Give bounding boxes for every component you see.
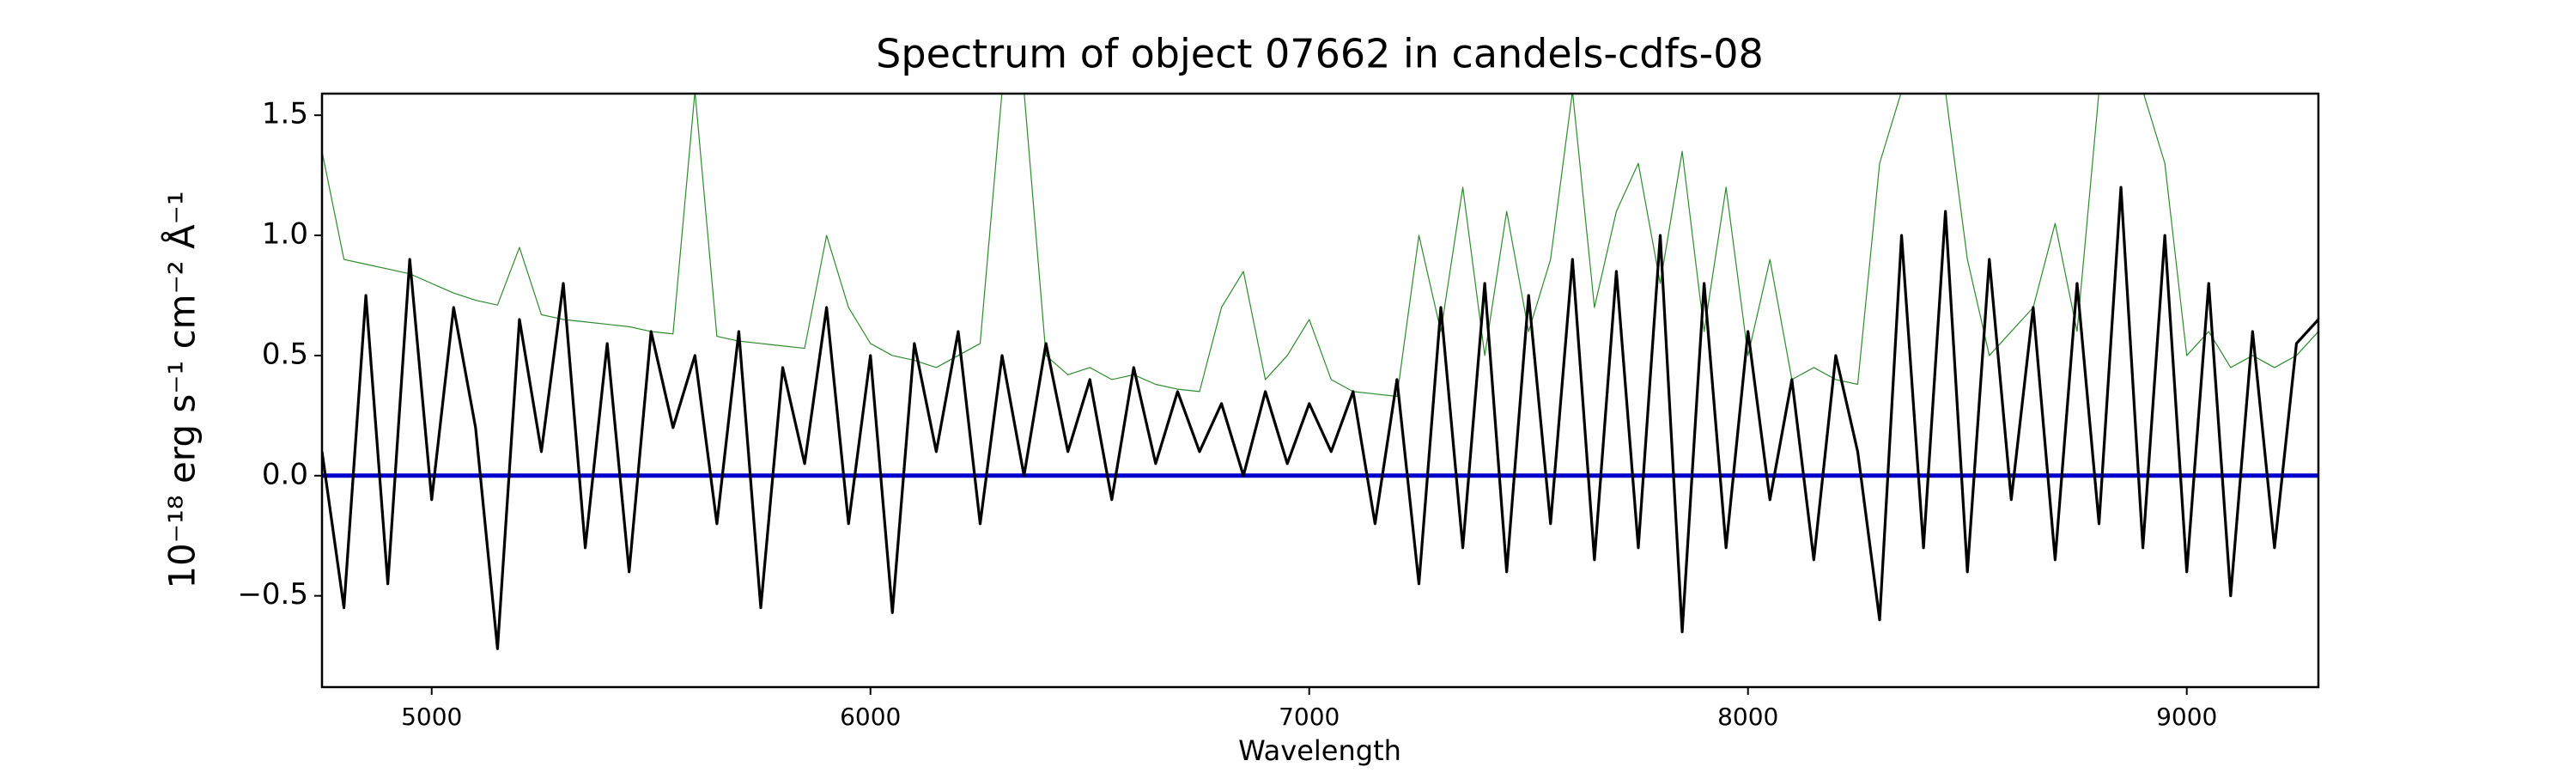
x-axis-label: Wavelength — [1238, 734, 1401, 767]
x-tick-label: 5000 — [401, 703, 462, 731]
y-axis-label: 10⁻¹⁸ erg s⁻¹ cm⁻² Å⁻¹ — [161, 191, 204, 588]
y-tick-label: 0.5 — [262, 337, 308, 371]
y-tick-label: −0.5 — [237, 577, 308, 612]
x-tick-label: 9000 — [2156, 703, 2217, 731]
x-tick-label: 7000 — [1279, 703, 1340, 731]
series-line — [322, 186, 2318, 650]
y-tick-label: 0.0 — [262, 457, 308, 491]
y-tick-label: 1.0 — [262, 217, 308, 252]
x-tick-label: 6000 — [840, 703, 901, 731]
plot-area — [322, 94, 2318, 650]
series-line — [322, 94, 2318, 398]
x-tick-label: 8000 — [1717, 703, 1778, 731]
axes-frame — [320, 92, 2320, 689]
y-tick-label: 1.5 — [262, 97, 308, 131]
chart-title: Spectrum of object 07662 in candels-cdfs… — [876, 31, 1764, 77]
